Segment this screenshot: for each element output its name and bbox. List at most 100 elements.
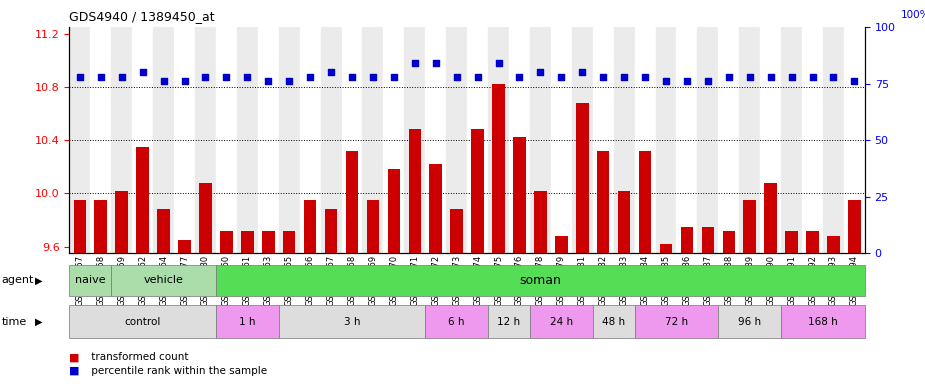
Bar	[722, 231, 735, 384]
Bar	[69, 265, 111, 296]
Point	[282, 78, 297, 84]
Bar	[303, 200, 316, 384]
Bar	[426, 305, 488, 338]
Bar	[660, 244, 672, 384]
Bar	[116, 191, 128, 384]
Bar	[111, 27, 132, 253]
Point	[428, 60, 443, 66]
Text: control: control	[125, 316, 161, 327]
Point	[302, 74, 317, 80]
Point	[93, 74, 108, 80]
Bar	[69, 305, 216, 338]
Text: 24 h: 24 h	[549, 316, 573, 327]
Text: 168 h: 168 h	[808, 316, 838, 327]
Text: 3 h: 3 h	[344, 316, 360, 327]
Bar	[258, 27, 278, 253]
Bar	[467, 27, 488, 253]
Bar	[216, 305, 278, 338]
Point	[407, 60, 422, 66]
Text: ■: ■	[69, 352, 80, 362]
Bar	[597, 151, 610, 384]
Point	[826, 74, 841, 80]
Bar	[593, 27, 613, 253]
Bar	[346, 151, 358, 384]
Bar	[635, 27, 656, 253]
Text: 6 h: 6 h	[449, 316, 465, 327]
Bar	[426, 27, 446, 253]
Point	[261, 78, 276, 84]
Bar	[785, 231, 798, 384]
Text: ▶: ▶	[35, 275, 43, 285]
Bar	[94, 200, 107, 384]
Point	[512, 74, 527, 80]
Text: percentile rank within the sample: percentile rank within the sample	[88, 366, 267, 376]
Bar	[278, 305, 426, 338]
Bar	[555, 236, 568, 384]
Bar	[157, 209, 170, 384]
Text: 96 h: 96 h	[738, 316, 761, 327]
Bar	[513, 137, 525, 384]
Bar	[69, 27, 91, 253]
Bar	[719, 305, 781, 338]
Bar	[551, 27, 572, 253]
Point	[805, 74, 820, 80]
Bar	[576, 103, 588, 384]
Text: 72 h: 72 h	[665, 316, 688, 327]
Bar	[844, 27, 865, 253]
Point	[533, 69, 548, 75]
Bar	[262, 231, 275, 384]
Bar	[534, 191, 547, 384]
Point	[554, 74, 569, 80]
Bar	[656, 27, 676, 253]
Bar	[802, 27, 823, 253]
Bar	[241, 231, 253, 384]
Bar	[388, 169, 401, 384]
Point	[763, 74, 778, 80]
Bar	[488, 27, 509, 253]
Text: transformed count: transformed count	[88, 352, 189, 362]
Text: 12 h: 12 h	[498, 316, 521, 327]
Bar	[74, 200, 86, 384]
Point	[115, 74, 130, 80]
Point	[574, 69, 589, 75]
Point	[324, 69, 339, 75]
Bar	[404, 27, 426, 253]
Bar	[635, 305, 719, 338]
Bar	[446, 27, 467, 253]
Bar	[132, 27, 154, 253]
Bar	[681, 227, 693, 384]
Bar	[781, 305, 865, 338]
Bar	[509, 27, 530, 253]
Point	[177, 78, 191, 84]
Bar	[719, 27, 739, 253]
Bar	[325, 209, 338, 384]
Bar	[237, 27, 258, 253]
Bar	[366, 200, 379, 384]
Point	[72, 74, 87, 80]
Bar	[697, 27, 719, 253]
Bar	[179, 240, 191, 384]
Text: time: time	[2, 316, 27, 327]
Text: 48 h: 48 h	[602, 316, 625, 327]
Bar	[572, 27, 593, 253]
Bar	[321, 27, 341, 253]
Point	[156, 78, 171, 84]
Point	[491, 60, 506, 66]
Text: vehicle: vehicle	[143, 275, 183, 285]
Point	[722, 74, 736, 80]
Point	[596, 74, 611, 80]
Text: soman: soman	[520, 274, 561, 287]
Bar	[530, 305, 593, 338]
Bar	[823, 27, 844, 253]
Bar	[613, 27, 635, 253]
Bar	[363, 27, 383, 253]
Bar	[136, 147, 149, 384]
Point	[387, 74, 401, 80]
Text: ■: ■	[69, 366, 80, 376]
Point	[700, 78, 715, 84]
Bar	[530, 27, 551, 253]
Text: 1 h: 1 h	[239, 316, 255, 327]
Point	[659, 78, 673, 84]
Point	[470, 74, 485, 80]
Bar	[492, 84, 505, 384]
